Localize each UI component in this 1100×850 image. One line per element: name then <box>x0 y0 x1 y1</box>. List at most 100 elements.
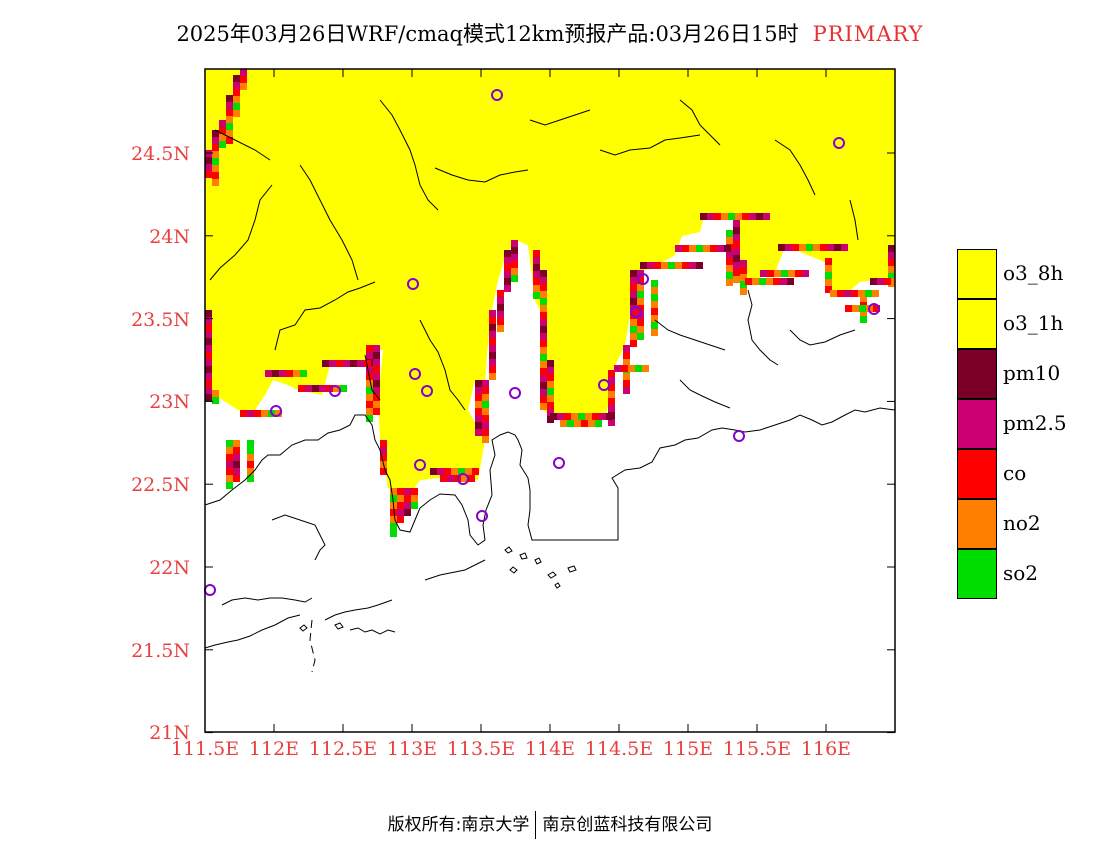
band-cell <box>675 245 682 252</box>
band-cell <box>851 290 858 297</box>
band-cell <box>547 388 554 395</box>
band-cell <box>689 245 696 252</box>
band-cell <box>329 360 336 367</box>
band-cell <box>390 523 397 530</box>
band-cell <box>366 380 373 387</box>
station-marker <box>407 278 419 290</box>
band-cell <box>373 401 380 408</box>
band-cell <box>557 413 564 420</box>
band-cell <box>233 110 240 117</box>
band-cell <box>547 360 554 367</box>
band-cell <box>608 398 615 405</box>
band-cell <box>825 272 832 279</box>
band-cell <box>482 394 489 401</box>
lat-label-23-5: 23.5N <box>131 309 190 331</box>
lat-label-22-5: 22.5N <box>131 474 190 496</box>
band-cell <box>411 488 418 495</box>
band-cell <box>373 408 380 415</box>
band-cell <box>458 468 465 475</box>
band-cell <box>247 454 254 461</box>
band-cell <box>233 454 240 461</box>
legend-label: pm2.5 <box>1003 411 1067 435</box>
band-cell <box>608 370 615 377</box>
band-cell <box>380 440 387 447</box>
band-cell <box>233 103 240 110</box>
band-cell <box>834 244 841 251</box>
band-cell <box>560 420 567 427</box>
station-marker <box>421 385 433 397</box>
band-cell <box>205 171 212 178</box>
band-cell <box>547 367 554 374</box>
legend-label: no2 <box>1003 511 1041 535</box>
band-cell <box>623 380 630 387</box>
band-cell <box>651 287 658 294</box>
lon-label-114: 114E <box>524 738 576 760</box>
band-cell <box>497 318 504 325</box>
band-cell <box>623 373 630 380</box>
band-cell <box>540 333 547 340</box>
band-cell <box>733 255 740 262</box>
band-cell <box>637 326 644 333</box>
band-cell <box>366 366 373 373</box>
station-marker <box>204 584 216 596</box>
band-cell <box>219 141 226 148</box>
band-cell <box>489 352 496 359</box>
band-cell <box>390 516 397 523</box>
band-cell <box>219 127 226 134</box>
band-cell <box>540 284 547 291</box>
tick-marks <box>204 69 895 734</box>
band-cell <box>651 315 658 322</box>
band-cell <box>205 317 212 324</box>
band-cell <box>630 284 637 291</box>
band-cell <box>482 415 489 422</box>
band-cell <box>373 366 380 373</box>
legend-swatch <box>957 349 997 399</box>
band-cell <box>475 394 482 401</box>
band-cell <box>760 270 767 277</box>
station-marker <box>509 387 521 399</box>
band-cell <box>275 410 282 417</box>
band-cell <box>630 298 637 305</box>
band-cell <box>781 270 788 277</box>
band-cell <box>226 468 233 475</box>
band-cell <box>752 278 759 285</box>
band-cell <box>621 365 628 372</box>
band-cell <box>888 245 895 252</box>
band-cell <box>205 157 212 164</box>
band-cell <box>844 290 851 297</box>
band-cell <box>489 373 496 380</box>
band-cell <box>233 440 240 447</box>
band-cell <box>226 102 233 109</box>
station-marker <box>733 430 745 442</box>
band-cell <box>233 475 240 482</box>
band-cell <box>219 134 226 141</box>
station-marker <box>457 473 469 485</box>
band-cell <box>240 410 247 417</box>
band-cell <box>806 244 813 251</box>
band-cell <box>293 370 300 377</box>
band-cell <box>540 277 547 284</box>
lon-label-116: 116E <box>800 738 852 760</box>
band-cell <box>870 278 877 285</box>
band-cell <box>240 76 247 83</box>
band-cell <box>533 250 540 257</box>
band-cell <box>733 220 740 227</box>
band-cell <box>489 331 496 338</box>
band-cell <box>357 360 364 367</box>
band-cell <box>497 325 504 332</box>
band-cell <box>540 354 547 361</box>
band-cell <box>635 365 642 372</box>
band-cell <box>254 410 261 417</box>
band-cell <box>571 413 578 420</box>
band-cell <box>226 482 233 489</box>
band-cell <box>411 502 418 509</box>
band-cell <box>265 370 272 377</box>
band-cell <box>247 461 254 468</box>
band-cell <box>574 420 581 427</box>
band-cell <box>497 311 504 318</box>
band-cell <box>592 413 599 420</box>
band-cell <box>373 359 380 366</box>
band-cell <box>608 391 615 398</box>
band-cell <box>240 83 247 90</box>
station-marker <box>833 137 845 149</box>
